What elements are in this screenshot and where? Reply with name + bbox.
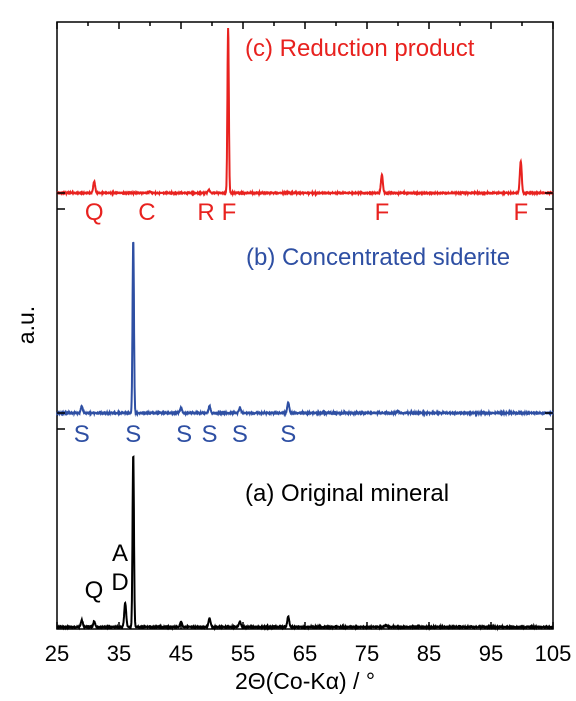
peak-letter: D xyxy=(111,569,128,596)
peak-letter: Q xyxy=(85,577,104,604)
x-tick-label: 55 xyxy=(231,641,255,666)
x-tick-label: 35 xyxy=(107,641,131,666)
peak-letter: S xyxy=(74,421,90,448)
peak-letter: S xyxy=(232,421,248,448)
x-tick-label: 45 xyxy=(169,641,193,666)
peak-letter: S xyxy=(201,421,217,448)
peak-letter: R xyxy=(197,199,214,226)
peak-letter: Q xyxy=(85,199,104,226)
series-label-reduction-product: (c) Reduction product xyxy=(245,35,475,62)
peak-letter: F xyxy=(222,199,237,226)
peak-letter: C xyxy=(138,199,155,226)
peak-letter: S xyxy=(280,421,296,448)
plot-frame xyxy=(56,21,554,630)
x-tick-label: 85 xyxy=(417,641,441,666)
series-label-original-mineral: (a) Original mineral xyxy=(245,480,449,507)
x-tick-label: 65 xyxy=(293,641,317,666)
peak-letter: F xyxy=(375,199,390,226)
x-tick-label: 75 xyxy=(355,641,379,666)
x-tick-label: 105 xyxy=(535,641,572,666)
peak-letter: A xyxy=(112,540,128,567)
y-axis-title: a.u. xyxy=(13,306,39,344)
series-label-concentrated-siderite: (b) Concentrated siderite xyxy=(246,244,510,271)
axis-ticks xyxy=(56,22,554,629)
trace-reduction-product xyxy=(56,27,554,198)
trace-concentrated-siderite xyxy=(56,241,554,418)
x-tick-label: 25 xyxy=(45,641,69,666)
peak-letter: S xyxy=(176,421,192,448)
x-tick-labels: 25 35 45 55 65 75 85 95 105 xyxy=(45,641,572,666)
peak-letter: F xyxy=(513,199,528,226)
x-axis-title: 2Θ(Co-Kα) / ° xyxy=(235,668,375,694)
x-tick-label: 95 xyxy=(479,641,503,666)
peak-letter: S xyxy=(125,421,141,448)
